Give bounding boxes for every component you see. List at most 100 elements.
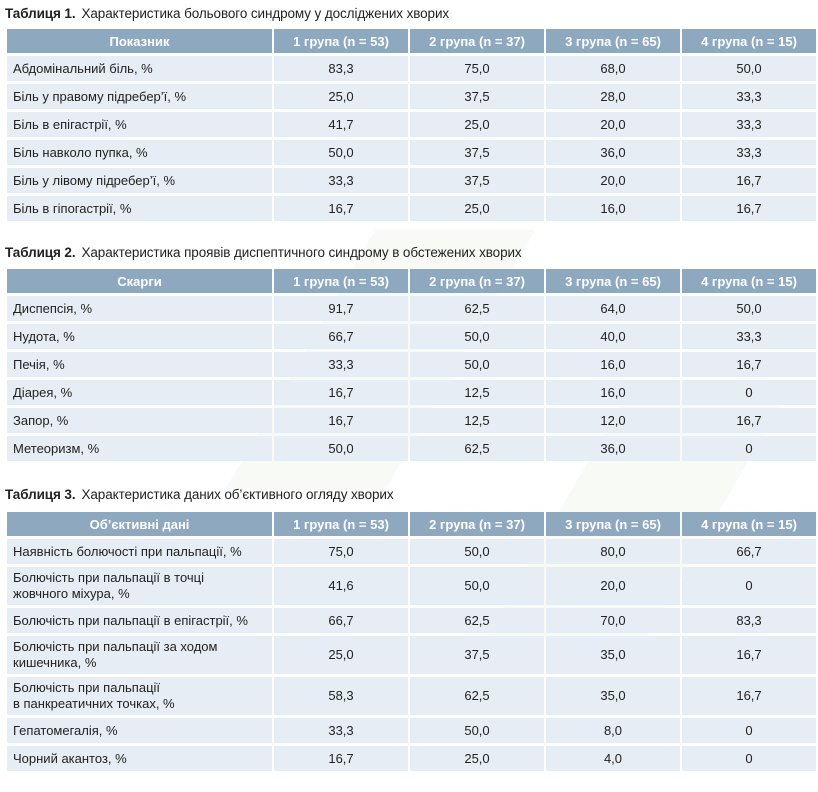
table-row: Метеоризм, % 50,0 62,5 36,0 0 <box>7 436 816 461</box>
value-cell: 0 <box>682 436 816 461</box>
value-cell: 66,7 <box>682 539 816 564</box>
table-row: Болючість при пальпації в панкреатичних … <box>7 677 816 715</box>
table-caption: Таблиця 3. Характеристика даних об’єктивн… <box>5 486 394 504</box>
value-cell: 50,0 <box>410 567 544 605</box>
column-header-group: 3 група (n = 65) <box>546 512 680 536</box>
value-cell: 83,3 <box>682 608 816 633</box>
value-cell: 70,0 <box>546 608 680 633</box>
value-cell: 12,5 <box>410 380 544 405</box>
value-cell: 62,5 <box>410 296 544 321</box>
value-cell: 41,7 <box>274 112 408 137</box>
value-cell: 66,7 <box>274 324 408 349</box>
table-row: Наявність болючості при пальпації, % 75,0… <box>7 539 816 564</box>
row-label-cell: Болючість при пальпації за ходом кишечни… <box>7 636 272 674</box>
table-row: Болючість при пальпації за ходом кишечни… <box>7 636 816 674</box>
value-cell: 50,0 <box>682 56 816 81</box>
table-label: Таблиця 1. <box>5 6 76 21</box>
value-cell: 20,0 <box>546 168 680 193</box>
value-cell: 16,7 <box>274 380 408 405</box>
value-cell: 75,0 <box>410 56 544 81</box>
value-cell: 16,0 <box>546 196 680 221</box>
column-header-indicator: Скарги <box>7 269 272 293</box>
value-cell: 16,0 <box>546 380 680 405</box>
value-cell: 37,5 <box>410 140 544 165</box>
value-cell: 50,0 <box>410 352 544 377</box>
table-row: Біль у правому підребер’ї, % 25,0 37,5 28,0… <box>7 84 816 109</box>
value-cell: 28,0 <box>546 84 680 109</box>
value-cell: 16,7 <box>682 196 816 221</box>
value-cell: 68,0 <box>546 56 680 81</box>
table-row: Абдомінальний біль, % 83,3 75,0 68,0 50,0 <box>7 56 816 81</box>
column-header-group: 2 група (n = 37) <box>410 269 544 293</box>
value-cell: 62,5 <box>410 436 544 461</box>
table-caption: Таблиця 1. Характеристика больового синдр… <box>5 5 449 23</box>
column-header-group: 4 група (n = 15) <box>682 269 816 293</box>
value-cell: 16,7 <box>682 352 816 377</box>
table-body: Абдомінальний біль, % 83,3 75,0 68,0 50,0 Біл… <box>7 56 816 221</box>
table-label: Таблиця 3. <box>5 487 76 502</box>
value-cell: 35,0 <box>546 636 680 674</box>
value-cell: 16,7 <box>682 677 816 715</box>
table-row: Біль у лівому підребер’ї, % 33,3 37,5 20,0 1… <box>7 168 816 193</box>
value-cell: 16,0 <box>546 352 680 377</box>
value-cell: 50,0 <box>274 436 408 461</box>
row-label-cell: Болючість при пальпації в панкреатичних … <box>7 677 272 715</box>
row-label-cell: Диспепсія, % <box>7 296 272 321</box>
value-cell: 80,0 <box>546 539 680 564</box>
table-header-row: Об’єктивні дані 1 група (n = 53) 2 група (… <box>7 512 816 536</box>
row-label-cell: Біль навколо пупка, % <box>7 140 272 165</box>
value-cell: 33,3 <box>274 352 408 377</box>
value-cell: 20,0 <box>546 112 680 137</box>
value-cell: 37,5 <box>410 636 544 674</box>
value-cell: 33,3 <box>274 718 408 743</box>
row-label-cell: Абдомінальний біль, % <box>7 56 272 81</box>
table-body: Диспепсія, % 91,7 62,5 64,0 50,0 Нудота, % 66,… <box>7 296 816 461</box>
column-header-group: 1 група (n = 53) <box>274 29 408 53</box>
value-cell: 91,7 <box>274 296 408 321</box>
value-cell: 0 <box>682 718 816 743</box>
value-cell: 64,0 <box>546 296 680 321</box>
row-label-cell: Біль у лівому підребер’ї, % <box>7 168 272 193</box>
value-cell: 12,0 <box>546 408 680 433</box>
value-cell: 16,7 <box>274 746 408 771</box>
value-cell: 16,7 <box>274 408 408 433</box>
table-objective-examination: Об’єктивні дані 1 група (n = 53) 2 група (… <box>5 509 818 774</box>
value-cell: 8,0 <box>546 718 680 743</box>
row-label-cell: Чорний акантоз, % <box>7 746 272 771</box>
value-cell: 40,0 <box>546 324 680 349</box>
value-cell: 16,7 <box>682 636 816 674</box>
row-label-cell: Біль в гіпогастрії, % <box>7 196 272 221</box>
value-cell: 50,0 <box>410 324 544 349</box>
row-label-cell: Біль у правому підребер’ї, % <box>7 84 272 109</box>
value-cell: 50,0 <box>274 140 408 165</box>
value-cell: 36,0 <box>546 140 680 165</box>
row-label-cell: Діарея, % <box>7 380 272 405</box>
value-cell: 0 <box>682 567 816 605</box>
table-row: Чорний акантоз, % 16,7 25,0 4,0 0 <box>7 746 816 771</box>
table-row: Болючість при пальпації в точці жовчного… <box>7 567 816 605</box>
column-header-group: 2 група (n = 37) <box>410 29 544 53</box>
row-label-cell: Запор, % <box>7 408 272 433</box>
value-cell: 62,5 <box>410 677 544 715</box>
table-label: Таблиця 2. <box>5 245 76 260</box>
table-title: Характеристика проявів диспептичного син… <box>81 245 522 260</box>
table-row: Біль в епігастрії, % 41,7 25,0 20,0 33,3 <box>7 112 816 137</box>
value-cell: 25,0 <box>410 746 544 771</box>
value-cell: 0 <box>682 746 816 771</box>
table-caption: Таблиця 2. Характеристика проявів диспепт… <box>5 244 522 262</box>
table-header-row: Показник 1 група (n = 53) 2 група (n = 37)… <box>7 29 816 53</box>
value-cell: 35,0 <box>546 677 680 715</box>
column-header-group: 3 група (n = 65) <box>546 269 680 293</box>
table-row: Біль навколо пупка, % 50,0 37,5 36,0 33,3 <box>7 140 816 165</box>
row-label-cell: Наявність болючості при пальпації, % <box>7 539 272 564</box>
table-pain-syndrome: Показник 1 група (n = 53) 2 група (n = 37)… <box>5 26 818 224</box>
value-cell: 58,3 <box>274 677 408 715</box>
table-row: Гепатомегалія, % 33,3 50,0 8,0 0 <box>7 718 816 743</box>
column-header-group: 3 група (n = 65) <box>546 29 680 53</box>
value-cell: 37,5 <box>410 168 544 193</box>
value-cell: 62,5 <box>410 608 544 633</box>
table-row: Печія, % 33,3 50,0 16,0 16,7 <box>7 352 816 377</box>
column-header-indicator: Показник <box>7 29 272 53</box>
row-label-cell: Нудота, % <box>7 324 272 349</box>
value-cell: 25,0 <box>410 196 544 221</box>
